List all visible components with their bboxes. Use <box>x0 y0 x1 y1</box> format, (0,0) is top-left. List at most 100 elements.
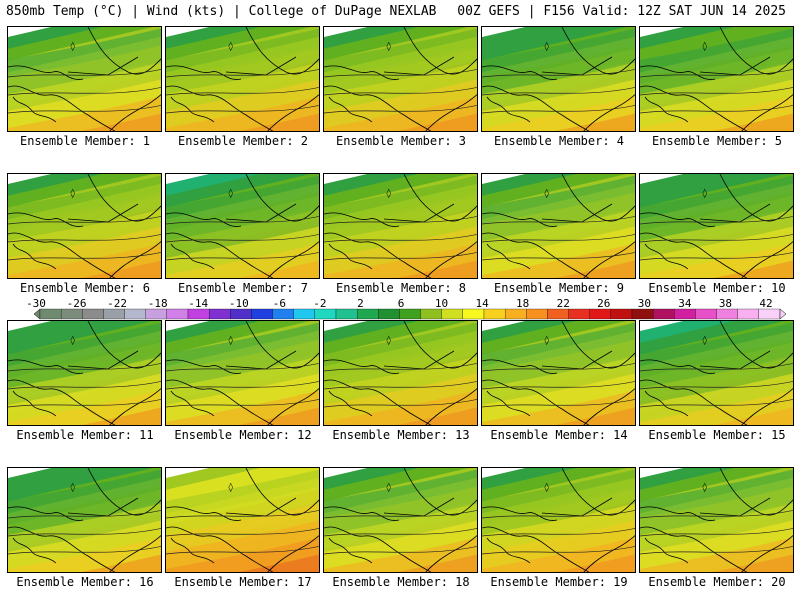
ensemble-map-panel: ◊ <box>481 173 636 279</box>
colorbar-swatch <box>526 308 548 320</box>
colorbar-swatch <box>504 308 527 320</box>
station-marker-icon: ◊ <box>228 188 233 199</box>
colorbar-swatch <box>145 308 168 320</box>
chart-title: 850mb Temp (°C) | Wind (kts) | College o… <box>6 4 437 19</box>
ensemble-member-label: Ensemble Member: 16 <box>16 575 154 589</box>
colorbar-tick-label: 6 <box>397 297 405 310</box>
ensemble-member-label: Ensemble Member: 14 <box>490 428 628 442</box>
colorbar-swatch <box>420 308 442 320</box>
colorbar-tick-label: 18 <box>516 297 530 310</box>
ensemble-member-label: Ensemble Member: 11 <box>16 428 154 442</box>
colorbar-swatch <box>39 308 62 320</box>
colorbar-swatch <box>695 308 717 320</box>
ensemble-member-label: Ensemble Member: 8 <box>335 281 467 295</box>
station-marker-icon: ◊ <box>702 482 707 493</box>
colorbar-swatch <box>251 308 273 320</box>
station-marker-icon: ◊ <box>702 41 707 52</box>
colorbar-tick-label: -14 <box>188 297 209 310</box>
ensemble-map-panel: ◊ <box>7 26 162 132</box>
colorbar-swatch <box>568 308 590 320</box>
station-marker-icon: ◊ <box>228 482 233 493</box>
ensemble-map-panel: ◊ <box>323 26 478 132</box>
ensemble-member-label: Ensemble Member: 7 <box>177 281 309 295</box>
ensemble-map-panel: ◊ <box>7 467 162 573</box>
colorbar-arrow-left <box>34 308 41 320</box>
station-marker-icon: ◊ <box>386 41 391 52</box>
ensemble-map-panel: ◊ <box>323 173 478 279</box>
ensemble-member-label: Ensemble Member: 1 <box>19 134 151 148</box>
ensemble-map-panel: ◊ <box>639 26 794 132</box>
colorbar-swatch <box>441 308 464 320</box>
colorbar-swatch <box>399 308 421 320</box>
model-run-info: 00Z GEFS | F156 Valid: 12Z SAT JUN 14 20… <box>457 4 786 19</box>
colorbar-swatch <box>758 308 781 320</box>
colorbar-swatch <box>60 308 83 320</box>
station-marker-icon: ◊ <box>544 41 549 52</box>
colorbar-swatch <box>674 308 696 320</box>
station-marker-icon: ◊ <box>544 482 549 493</box>
temperature-colorbar <box>34 308 786 320</box>
ensemble-map-panel: ◊ <box>639 173 794 279</box>
station-marker-icon: ◊ <box>70 41 75 52</box>
station-marker-icon: ◊ <box>228 41 233 52</box>
colorbar-tick-label: -30 <box>26 297 46 310</box>
colorbar-swatch <box>166 308 189 320</box>
ensemble-member-label: Ensemble Member: 2 <box>177 134 309 148</box>
colorbar-swatch <box>716 308 738 320</box>
colorbar-swatch <box>124 308 146 320</box>
colorbar-swatch <box>378 308 400 320</box>
ensemble-map-panel: ◊ <box>481 26 636 132</box>
colorbar-swatch <box>293 308 316 320</box>
ensemble-map-panel: ◊ <box>7 320 162 426</box>
colorbar-tick-label: -2 <box>313 297 327 310</box>
station-marker-icon: ◊ <box>386 482 391 493</box>
station-marker-icon: ◊ <box>386 335 391 346</box>
ensemble-member-label: Ensemble Member: 12 <box>174 428 312 442</box>
station-marker-icon: ◊ <box>70 335 75 346</box>
ensemble-map-panel: ◊ <box>481 467 636 573</box>
ensemble-member-label: Ensemble Member: 10 <box>648 281 786 295</box>
colorbar-tick-label: 38 <box>718 297 733 310</box>
colorbar-swatch <box>314 308 337 320</box>
ensemble-map-panel: ◊ <box>165 467 320 573</box>
ensemble-member-label: Ensemble Member: 19 <box>490 575 628 589</box>
colorbar-tick-label: 14 <box>475 297 489 310</box>
colorbar-swatch <box>103 308 125 320</box>
colorbar-swatch <box>272 308 294 320</box>
station-marker-icon: ◊ <box>70 482 75 493</box>
station-marker-icon: ◊ <box>70 188 75 199</box>
station-marker-icon: ◊ <box>228 335 233 346</box>
colorbar-swatch <box>356 308 379 320</box>
ensemble-map-panel: ◊ <box>323 320 478 426</box>
colorbar-tick-label: 34 <box>678 297 692 310</box>
ensemble-map-panel: ◊ <box>323 467 478 573</box>
ensemble-map-panel: ◊ <box>165 26 320 132</box>
ensemble-member-label: Ensemble Member: 18 <box>332 575 470 589</box>
colorbar-tick-label: -26 <box>66 297 87 310</box>
ensemble-member-label: Ensemble Member: 4 <box>493 134 625 148</box>
colorbar-swatch <box>335 308 358 320</box>
colorbar-swatch <box>208 308 231 320</box>
ensemble-map-panel: ◊ <box>165 173 320 279</box>
station-marker-icon: ◊ <box>702 335 707 346</box>
colorbar-tick-label: -10 <box>228 297 249 310</box>
ensemble-map-panel: ◊ <box>165 320 320 426</box>
colorbar-swatch <box>230 308 252 320</box>
ensemble-member-label: Ensemble Member: 15 <box>648 428 786 442</box>
colorbar-swatch <box>462 308 485 320</box>
colorbar-tick-label: 10 <box>434 297 449 310</box>
ensemble-member-label: Ensemble Member: 3 <box>335 134 467 148</box>
ensemble-map-panel: ◊ <box>639 467 794 573</box>
colorbar-arrow-right <box>779 308 786 320</box>
colorbar-swatch <box>589 308 612 320</box>
ensemble-member-label: Ensemble Member: 9 <box>493 281 625 295</box>
station-marker-icon: ◊ <box>544 188 549 199</box>
ensemble-member-label: Ensemble Member: 13 <box>332 428 470 442</box>
colorbar-tick-label: -6 <box>272 297 286 310</box>
ensemble-map-panel: ◊ <box>7 173 162 279</box>
ensemble-member-label: Ensemble Member: 5 <box>651 134 783 148</box>
colorbar-tick-label: 30 <box>637 297 651 310</box>
colorbar-swatch <box>737 308 760 320</box>
colorbar-tick-label: 2 <box>357 297 364 310</box>
station-marker-icon: ◊ <box>544 335 549 346</box>
